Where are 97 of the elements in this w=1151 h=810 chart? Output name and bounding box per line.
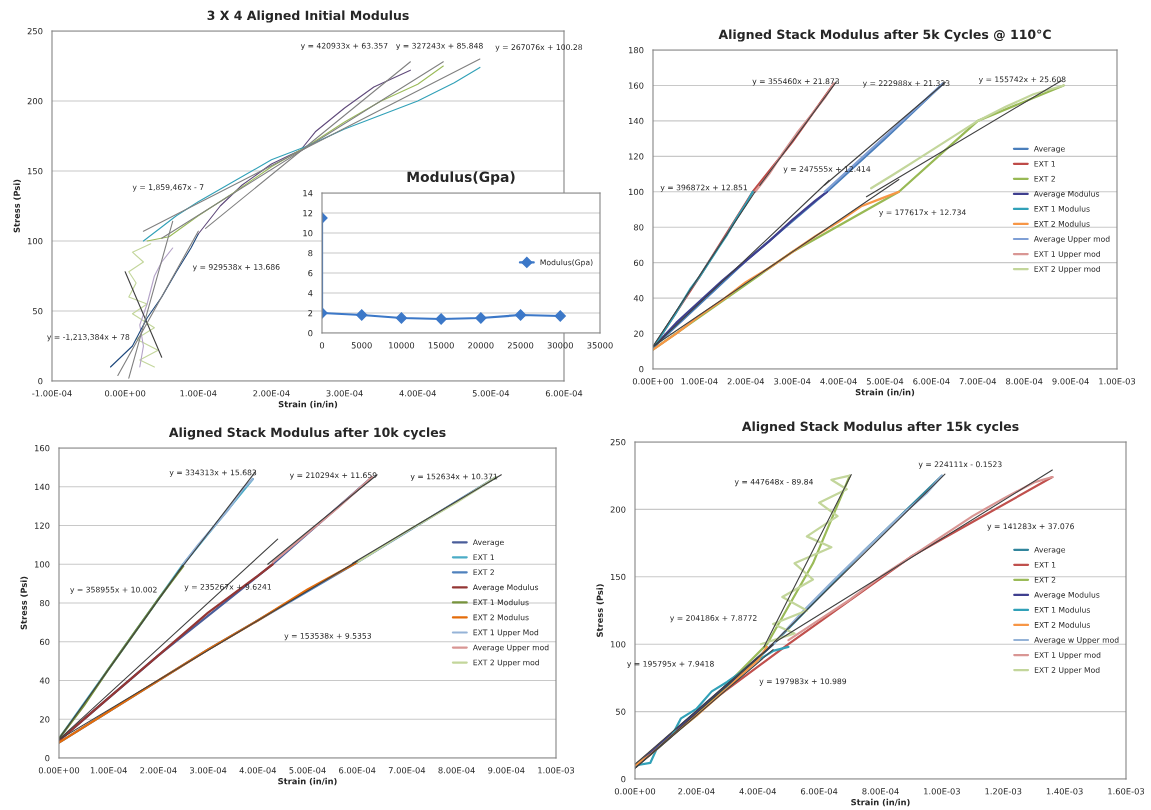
x-tick-label: 1.00E-03 [538, 767, 575, 774]
x-tick-label: 3.00E-04 [774, 378, 811, 385]
x-tick-label: 0.00E+00 [614, 788, 656, 795]
x-tick-label: 0.00E+00 [104, 390, 146, 397]
x-tick-label: 1.00E-04 [180, 390, 217, 397]
x-tick-label: 4.00E-04 [739, 788, 776, 795]
x-tick-label: 3.00E-04 [326, 390, 363, 397]
x-tick-label: 6.00E-04 [339, 767, 376, 774]
x-tick-label: 8.00E-04 [1006, 378, 1043, 385]
y-tick-label: 100 [34, 561, 50, 568]
x-tick-label: 6.00E-04 [800, 788, 838, 795]
x-tick-label: 7.00E-04 [959, 378, 997, 385]
y-tick-label: 4 [308, 290, 313, 297]
x-tick-label: 8.00E-04 [862, 788, 899, 795]
x-tick-label: 3.00E-04 [190, 767, 227, 774]
y-tick-label: 140 [628, 117, 644, 125]
y-axis-title: Stress (Psi) [20, 576, 28, 630]
chart-title: Aligned Stack Modulus after 15k cycles [741, 421, 1019, 434]
y-tick-label: 80 [633, 224, 644, 231]
x-tick-label: 5.00E-04 [289, 767, 326, 774]
y-tick-label: 100 [610, 641, 626, 648]
x-tick-label: 2.00E-04 [253, 390, 290, 397]
y-tick-label: 160 [34, 444, 50, 452]
x-tick-label: -1.00E-04 [32, 390, 72, 397]
y-axis-title: Stress (Psi) [13, 179, 21, 233]
x-tick-label: 25000 [507, 342, 534, 349]
y-tick-label: 40 [633, 295, 644, 302]
y-tick-label: 80 [39, 599, 50, 607]
y-tick-label: 2 [308, 309, 313, 317]
y-tick-label: 100 [628, 188, 644, 196]
x-tick-label: 10000 [389, 342, 415, 349]
x-axis-title: Strain (in/in) [851, 798, 910, 807]
chart-title: Aligned Stack Modulus after 10k cycles [168, 427, 446, 440]
x-tick-label: 15000 [428, 342, 454, 349]
x-tick-label: 1.20E-03 [985, 788, 1022, 795]
y-tick-label: 0 [308, 329, 313, 337]
y-tick-label: 150 [27, 167, 43, 175]
y-tick-label: 160 [628, 82, 644, 89]
x-tick-label: 5.00E-04 [472, 390, 510, 397]
y-tick-label: 12 [303, 209, 313, 217]
y-tick-label: 120 [628, 153, 644, 160]
x-tick-label: 0.00E+00 [632, 378, 674, 385]
y-tick-label: 8 [308, 249, 313, 257]
x-tick-label: 4.00E-04 [820, 378, 857, 385]
y-tick-label: 0 [621, 775, 626, 783]
y-tick-label: 50 [33, 307, 43, 315]
x-tick-label: 20000 [468, 342, 494, 349]
x-tick-label: 1.60E-03 [1108, 788, 1145, 795]
chart-title: Aligned Stack Modulus after 5k Cycles @ 110°C [718, 29, 1051, 42]
x-tick-label: 2.00E-04 [140, 767, 177, 774]
x-tick-label: 6.00E-04 [545, 390, 583, 397]
x-tick-label: 9.00E-04 [488, 767, 525, 774]
y-tick-label: 6 [308, 269, 313, 277]
y-tick-label: 250 [27, 27, 43, 35]
x-tick-label: 5.00E-04 [866, 378, 904, 385]
x-tick-label: 30000 [547, 342, 573, 349]
x-tick-label: 1.00E-03 [1099, 378, 1136, 385]
x-axis-title: Strain (in/in) [278, 400, 338, 409]
y-tick-label: 14 [303, 190, 313, 197]
y-tick-label: 20 [39, 716, 50, 723]
x-tick-label: 4.00E-04 [399, 390, 436, 397]
x-tick-label: 8.00E-04 [438, 767, 475, 774]
y-tick-label: 40 [39, 677, 50, 684]
chart-title: Modulus(Gpa) [407, 171, 515, 185]
y-tick-label: 140 [34, 483, 50, 491]
x-tick-label: 1.00E-03 [924, 788, 960, 795]
y-tick-label: 120 [34, 522, 50, 529]
y-tick-label: 50 [616, 708, 626, 715]
x-tick-label: 1.00E-04 [90, 767, 127, 774]
x-tick-label: 0.00E+00 [38, 767, 80, 774]
x-tick-label: 1.00E-04 [681, 378, 718, 385]
x-tick-label: 6.00E-04 [913, 378, 950, 385]
x-tick-label: 1.40E-03 [1046, 788, 1083, 795]
y-tick-label: 180 [628, 46, 644, 54]
y-tick-label: 0 [639, 365, 644, 373]
y-tick-label: 0 [45, 754, 50, 762]
y-tick-label: 10 [303, 229, 313, 237]
y-tick-label: 150 [610, 573, 626, 581]
x-tick-label: 7.00E-04 [388, 767, 426, 774]
x-tick-label: 2.00E-04 [678, 788, 715, 795]
y-tick-label: 60 [633, 259, 644, 266]
x-tick-label: 0 [319, 342, 325, 349]
y-tick-label: 200 [610, 506, 626, 513]
chart-title: 3 X 4 Aligned Initial Modulus [207, 10, 409, 23]
x-tick-label: 2.00E-04 [727, 378, 765, 385]
y-tick-label: 100 [27, 237, 43, 245]
y-tick-label: 20 [633, 330, 644, 337]
x-axis-title: Strain (in/in) [855, 388, 915, 397]
x-tick-label: 9.00E-04 [1052, 378, 1089, 385]
y-tick-label: 250 [610, 438, 626, 446]
x-tick-label: 35000 [587, 342, 613, 349]
y-tick-label: 200 [27, 97, 43, 105]
x-tick-label: 4.00E-04 [239, 767, 277, 774]
y-tick-label: 60 [39, 638, 50, 646]
y-axis-title: Stress (Psi) [596, 584, 604, 637]
x-axis-title: Strain (in/in) [278, 777, 337, 786]
x-tick-label: 5000 [351, 342, 372, 349]
